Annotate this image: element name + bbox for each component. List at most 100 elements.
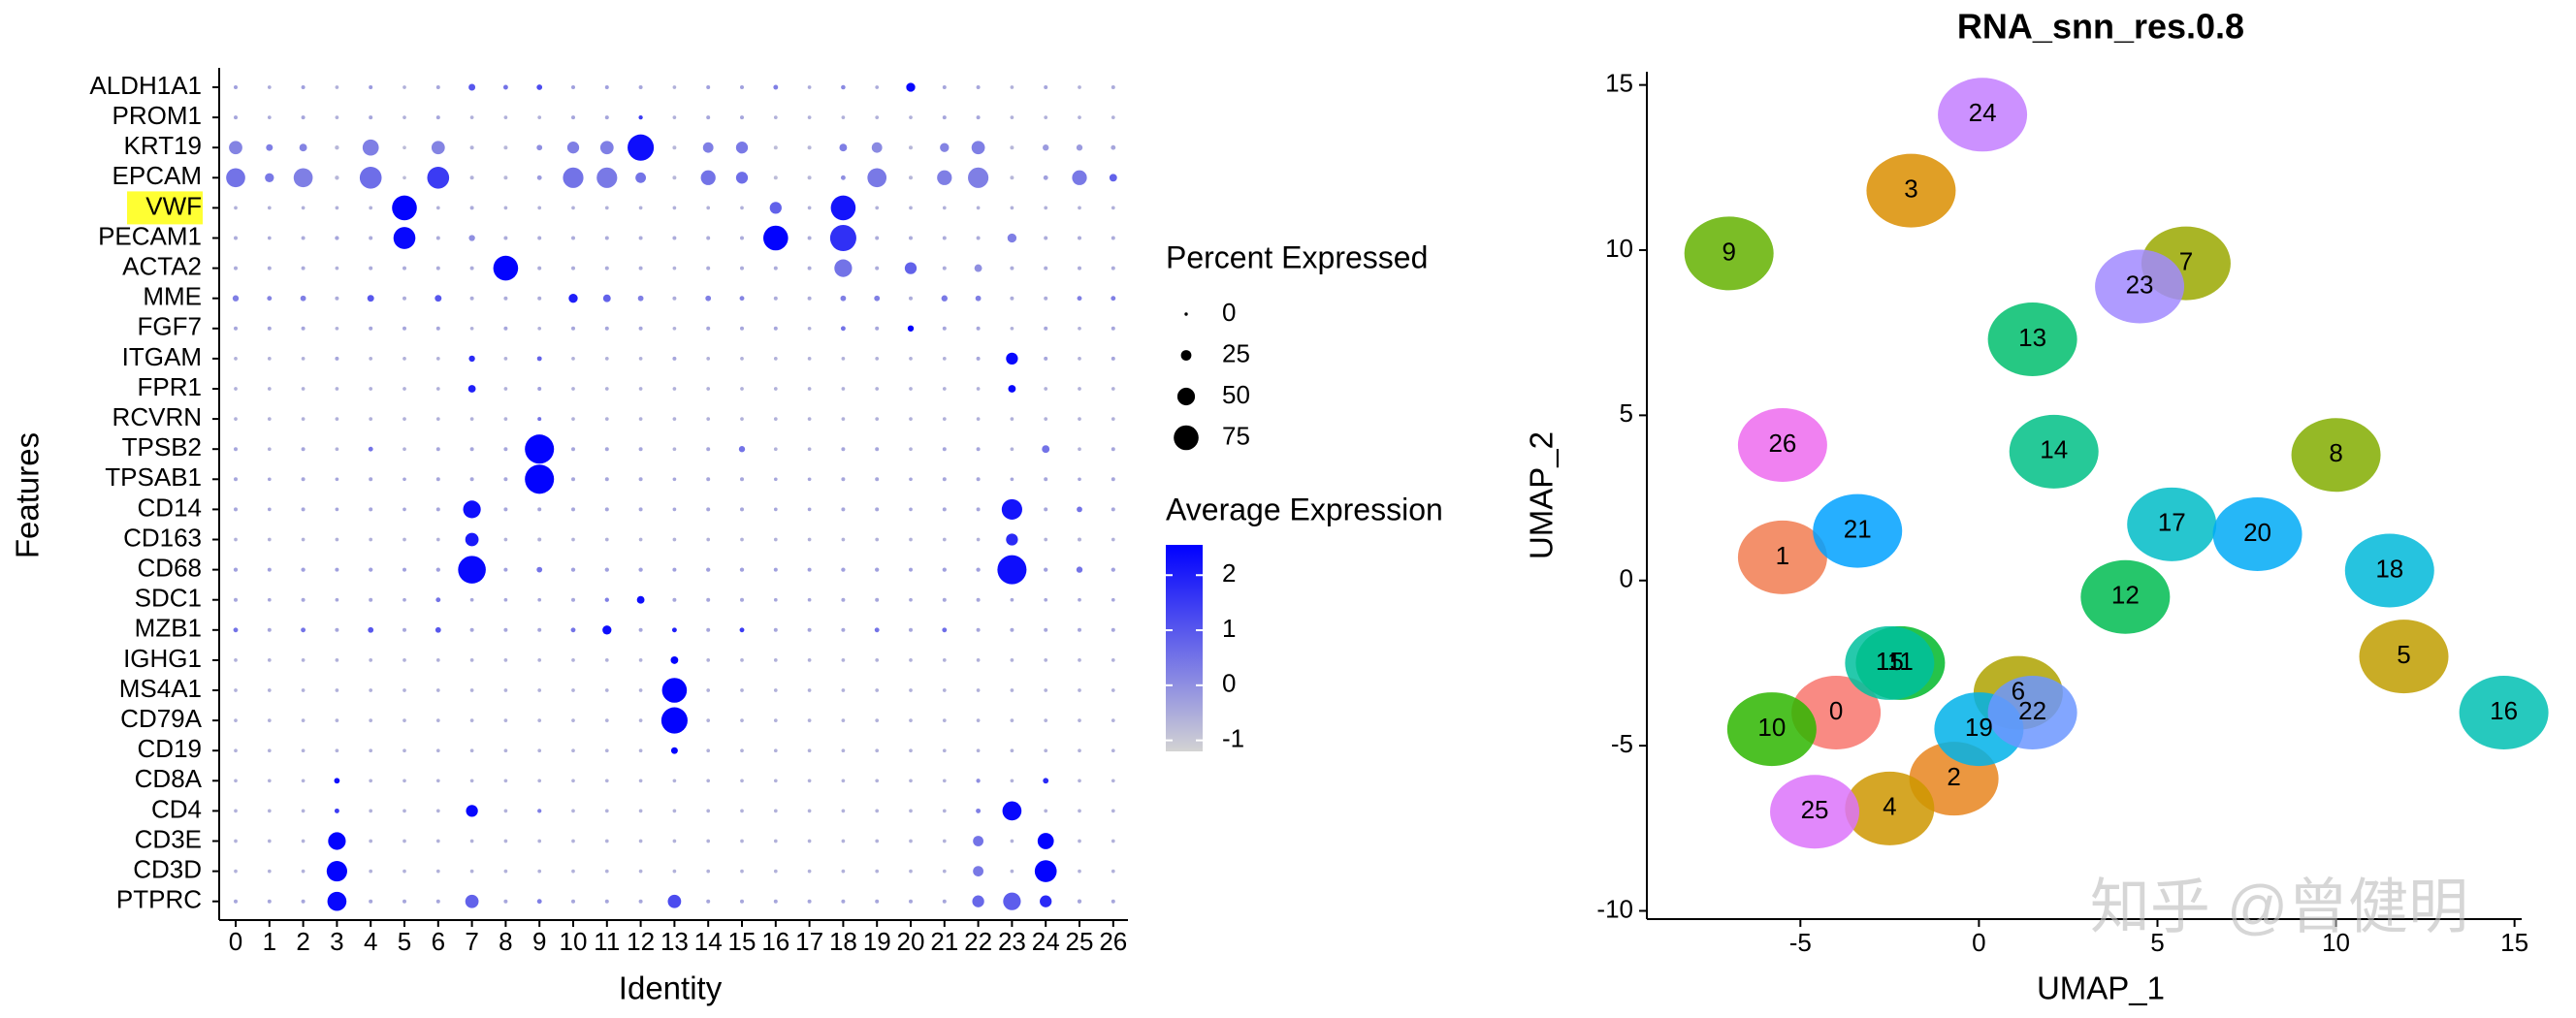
expression-dot bbox=[537, 688, 542, 692]
expression-dot bbox=[942, 477, 947, 482]
expression-dot bbox=[971, 141, 985, 155]
expression-dot bbox=[773, 417, 778, 421]
expression-dot bbox=[706, 477, 711, 482]
expression-dot bbox=[458, 556, 486, 584]
expression-dot bbox=[335, 175, 339, 180]
expression-dot bbox=[807, 658, 812, 662]
expression-dot bbox=[566, 142, 580, 154]
expression-dot bbox=[571, 597, 575, 602]
expression-dot bbox=[368, 446, 373, 452]
expression-dot bbox=[571, 537, 575, 542]
x-tick-label: 10 bbox=[560, 927, 588, 956]
expression-dot bbox=[1010, 447, 1014, 452]
expression-dot bbox=[1044, 477, 1048, 482]
expression-dot bbox=[1034, 860, 1057, 882]
expression-dot bbox=[469, 266, 474, 270]
expression-dot bbox=[1010, 145, 1014, 150]
expression-dot bbox=[301, 236, 306, 240]
expression-dot bbox=[604, 236, 609, 240]
expression-dot bbox=[267, 236, 272, 240]
expression-dot bbox=[267, 115, 272, 119]
expression-dot bbox=[503, 658, 508, 662]
expression-dot bbox=[638, 688, 643, 692]
expression-dot bbox=[392, 195, 417, 221]
expression-dot bbox=[402, 809, 406, 813]
expression-dot bbox=[267, 326, 272, 331]
expression-dot bbox=[807, 236, 812, 240]
expression-dot bbox=[942, 85, 947, 89]
expression-dot bbox=[740, 266, 744, 270]
expression-dot bbox=[672, 206, 677, 210]
expression-dot bbox=[942, 809, 947, 813]
expression-dot bbox=[638, 809, 643, 813]
expression-dot bbox=[942, 779, 947, 783]
x-tick-label: 4 bbox=[364, 927, 377, 956]
expression-dot bbox=[942, 266, 947, 270]
expression-dot bbox=[909, 175, 913, 180]
expression-dot bbox=[706, 597, 711, 602]
expression-dot bbox=[1111, 477, 1115, 482]
expression-dot bbox=[660, 707, 688, 734]
expression-dot bbox=[739, 627, 745, 633]
expression-dot bbox=[976, 236, 981, 240]
expression-dot bbox=[1078, 266, 1081, 270]
expression-dot bbox=[301, 326, 306, 331]
expression-dot bbox=[1044, 236, 1048, 240]
expression-dot bbox=[740, 387, 744, 391]
expression-dot bbox=[909, 145, 913, 150]
cluster-cloud bbox=[1845, 771, 1935, 845]
expression-dot bbox=[706, 85, 711, 89]
expression-dot bbox=[1111, 839, 1115, 843]
expression-dot bbox=[604, 597, 609, 602]
expression-dot bbox=[909, 899, 913, 904]
expression-dot bbox=[301, 627, 306, 633]
cluster-cloud bbox=[1845, 625, 1935, 700]
expression-dot bbox=[875, 417, 880, 421]
expression-dot bbox=[503, 145, 508, 150]
cluster-label: 1 bbox=[1776, 541, 1789, 570]
y-tick-label: -5 bbox=[1611, 729, 1633, 758]
expression-dot bbox=[1010, 627, 1014, 632]
x-tick-label: 5 bbox=[398, 927, 411, 956]
size-legend-label: 0 bbox=[1222, 298, 1236, 327]
expression-dot bbox=[841, 748, 846, 753]
expression-dot bbox=[976, 477, 981, 482]
expression-dot bbox=[301, 839, 306, 843]
expression-dot bbox=[1044, 266, 1048, 270]
expression-dot bbox=[1044, 718, 1048, 722]
expression-dot bbox=[234, 266, 238, 270]
expression-dot bbox=[604, 115, 609, 120]
y-tick-label: -10 bbox=[1596, 894, 1633, 923]
expression-dot bbox=[1010, 718, 1014, 722]
expression-dot bbox=[706, 236, 711, 240]
expression-dot bbox=[909, 627, 913, 632]
expression-dot bbox=[706, 567, 711, 572]
expression-dot bbox=[604, 688, 609, 692]
expression-dot bbox=[571, 748, 575, 753]
expression-dot bbox=[1111, 597, 1115, 602]
expression-dot bbox=[740, 507, 744, 512]
expression-dot bbox=[402, 387, 406, 391]
expression-dot bbox=[773, 627, 778, 632]
expression-dot bbox=[604, 477, 609, 482]
colorbar-label: 2 bbox=[1222, 558, 1236, 588]
expression-dot bbox=[942, 627, 948, 633]
expression-dot bbox=[807, 688, 812, 692]
expression-dot bbox=[670, 747, 678, 754]
expression-dot bbox=[402, 567, 406, 572]
expression-dot bbox=[807, 387, 812, 391]
expression-dot bbox=[773, 296, 778, 301]
expression-dot bbox=[335, 266, 339, 270]
expression-dot bbox=[1111, 266, 1115, 270]
x-tick-label: 20 bbox=[897, 927, 925, 956]
expression-dot bbox=[571, 507, 575, 512]
expression-dot bbox=[807, 326, 812, 331]
expression-dot bbox=[636, 595, 645, 604]
expression-dot bbox=[234, 718, 238, 722]
expression-dot bbox=[1010, 417, 1014, 421]
expression-dot bbox=[867, 168, 887, 188]
expression-dot bbox=[638, 718, 643, 722]
expression-dot bbox=[875, 869, 880, 874]
expression-dot bbox=[431, 141, 445, 155]
expression-dot bbox=[909, 477, 913, 482]
